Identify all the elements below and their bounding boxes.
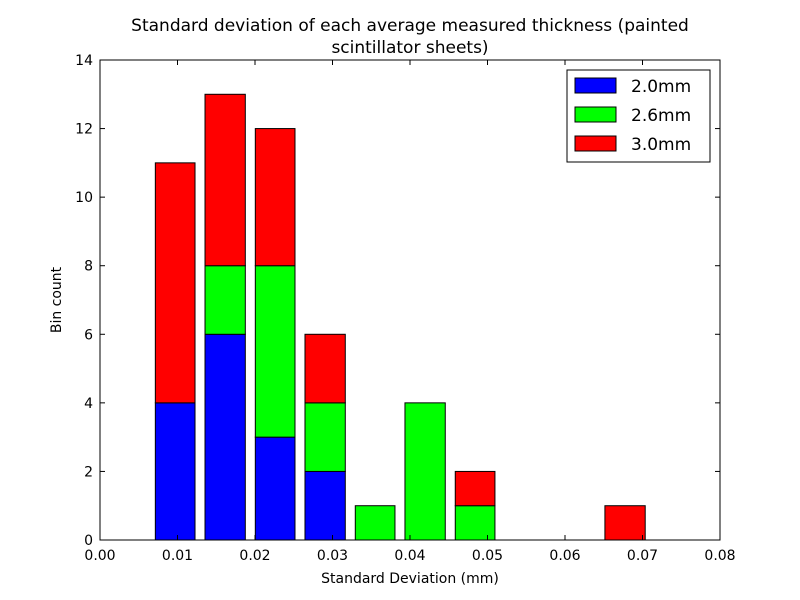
bars-group [154, 93, 646, 541]
bar-2.6mm-bin-1 [204, 265, 246, 335]
bar-2.6mm-bin-3 [304, 402, 346, 472]
legend-label-2.6mm: 2.6mm [631, 106, 691, 126]
bar-2.0mm-bin-0 [154, 402, 196, 541]
x-tick-label-7: 0.07 [627, 548, 658, 564]
y-tick-label-6: 12 [75, 122, 93, 138]
bar-3.0mm-bin-3 [304, 333, 346, 404]
bar-3.0mm-bin-6 [454, 470, 496, 507]
plot-frame [99, 59, 721, 541]
bar-2.6mm-bin-6 [454, 505, 496, 541]
x-tick-label-0: 0.00 [84, 548, 115, 564]
x-axis-label: Standard Deviation (mm) [321, 571, 499, 587]
legend-swatch-2.6mm [574, 106, 617, 123]
x-tick-label-8: 0.08 [704, 548, 735, 564]
legend-label-3.0mm: 3.0mm [631, 135, 691, 155]
y-tick-label-5: 10 [75, 190, 93, 206]
bar-2.0mm-bin-3 [304, 470, 346, 541]
x-tick-label-4: 0.04 [394, 548, 425, 564]
y-tick-label-0: 0 [84, 533, 93, 549]
bar-2.6mm-bin-4 [354, 505, 396, 541]
bar-3.0mm-bin-2 [254, 128, 296, 267]
x-tick-label-2: 0.02 [239, 548, 270, 564]
ticks-group: 0.00 0.01 0.02 0.03 0.04 0.05 0.06 0.07 0.08 0 2 4 6… [75, 53, 735, 564]
bar-2.6mm-bin-5 [404, 402, 446, 541]
x-tick-label-5: 0.05 [472, 548, 503, 564]
y-tick-label-3: 6 [84, 327, 93, 343]
bar-2.0mm-bin-2 [254, 436, 296, 541]
bar-3.0mm-bin-9 [604, 505, 646, 541]
chart-title-line-1: Standard deviation of each average measu… [131, 16, 689, 36]
y-tick-label-7: 14 [75, 53, 93, 69]
x-tick-label-6: 0.06 [549, 548, 580, 564]
y-tick-label-4: 8 [84, 259, 93, 275]
legend: 2.0mm 2.6mm 3.0mm [566, 69, 711, 163]
x-tick-label-1: 0.01 [162, 548, 193, 564]
bar-2.6mm-bin-2 [254, 265, 296, 438]
legend-swatch-2.0mm [574, 77, 617, 94]
x-tick-label-3: 0.03 [317, 548, 348, 564]
bar-2.0mm-bin-1 [204, 333, 246, 541]
legend-swatch-3.0mm [574, 135, 617, 152]
legend-label-2.0mm: 2.0mm [631, 77, 691, 97]
y-tick-label-2: 4 [84, 396, 93, 412]
y-axis-label: Bin count [49, 266, 65, 333]
chart-title-line-2: scintillator sheets) [331, 38, 488, 58]
y-tick-label-1: 2 [84, 464, 93, 480]
bar-3.0mm-bin-0 [154, 162, 196, 404]
bar-3.0mm-bin-1 [204, 93, 246, 267]
